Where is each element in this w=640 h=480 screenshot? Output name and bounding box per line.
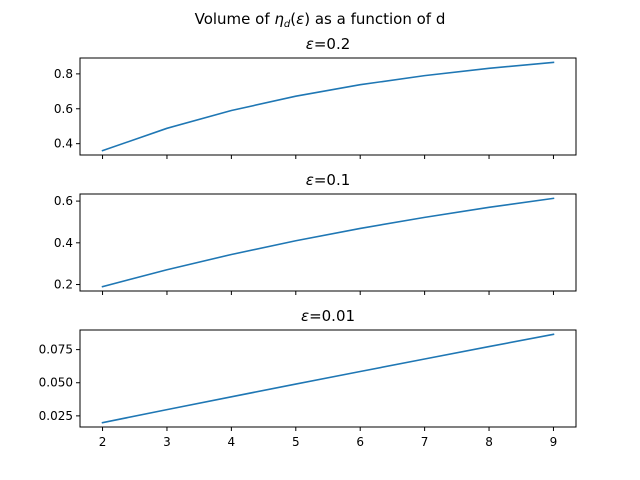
y-tick-label: 0.4	[54, 236, 73, 250]
axes-frame	[79, 193, 577, 292]
data-point	[553, 62, 555, 64]
subplot-1: ε=0.2 0.4 0.6 0.8	[54, 35, 577, 159]
y-tick-label: 0.6	[54, 102, 73, 116]
y-tick-label: 0.050	[39, 376, 73, 390]
data-point	[231, 110, 233, 112]
data-point	[295, 95, 297, 97]
y-tick-label: 0.075	[39, 343, 73, 357]
series-line	[101, 61, 555, 152]
data-point	[359, 371, 361, 373]
data-point	[359, 84, 361, 86]
data-point	[295, 240, 297, 242]
series-line	[101, 333, 555, 424]
data-point	[488, 346, 490, 348]
data-point	[166, 409, 168, 411]
data-point	[424, 358, 426, 360]
subplot-title: ε=0.01	[301, 307, 355, 325]
x-tick-label: 3	[163, 435, 171, 449]
x-tick-label: 4	[228, 435, 236, 449]
y-tick-label: 0.2	[54, 278, 73, 292]
y-tick-label: 0.6	[54, 194, 73, 208]
data-point	[166, 128, 168, 130]
data-point	[166, 269, 168, 271]
series-line	[101, 197, 555, 288]
y-tick-label: 0.4	[54, 137, 73, 151]
x-tick-label: 2	[99, 435, 107, 449]
data-point	[488, 67, 490, 69]
y-tick-label: 0.025	[39, 409, 73, 423]
figure-suptitle: Volume of ηd(ε) as a function of d	[195, 10, 446, 30]
data-point	[295, 383, 297, 385]
subplot-title: ε=0.1	[306, 171, 351, 189]
x-tick-label: 7	[421, 435, 429, 449]
data-point	[424, 217, 426, 219]
x-tick-label: 6	[356, 435, 364, 449]
subplots: ε=0.2 0.4 0.6 0.8 ε=0.1 0.2 0.4 0.6 ε=0.01 0.025 0…	[39, 35, 577, 449]
data-point	[424, 75, 426, 77]
subplot-2: ε=0.1 0.2 0.4 0.6	[54, 171, 577, 295]
data-point	[231, 254, 233, 256]
axes-frame	[79, 57, 577, 156]
axes-frame	[79, 329, 577, 428]
x-tick-label: 8	[485, 435, 493, 449]
data-point	[359, 228, 361, 230]
data-point	[102, 286, 104, 288]
data-point	[231, 396, 233, 398]
data-point	[102, 422, 104, 424]
data-point	[102, 150, 104, 152]
x-tick-label: 9	[550, 435, 558, 449]
y-tick-label: 0.8	[54, 67, 73, 81]
data-point	[553, 334, 555, 336]
data-point	[553, 198, 555, 200]
subplot-3: ε=0.01 0.025 0.050 0.075 2 3 4 5 6 7 8 9	[39, 307, 577, 449]
subplot-title: ε=0.2	[306, 35, 351, 53]
x-tick-label: 5	[292, 435, 300, 449]
data-point	[488, 207, 490, 209]
